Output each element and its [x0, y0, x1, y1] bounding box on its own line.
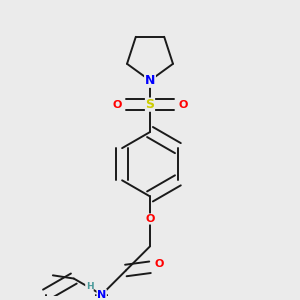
Text: N: N — [145, 74, 155, 87]
Text: O: O — [112, 100, 122, 110]
Text: N: N — [97, 290, 106, 300]
Text: N: N — [145, 74, 155, 87]
Text: O: O — [145, 214, 155, 224]
Text: O: O — [178, 100, 188, 110]
Text: H: H — [85, 282, 93, 291]
Text: O: O — [155, 259, 164, 269]
Text: S: S — [146, 98, 154, 111]
